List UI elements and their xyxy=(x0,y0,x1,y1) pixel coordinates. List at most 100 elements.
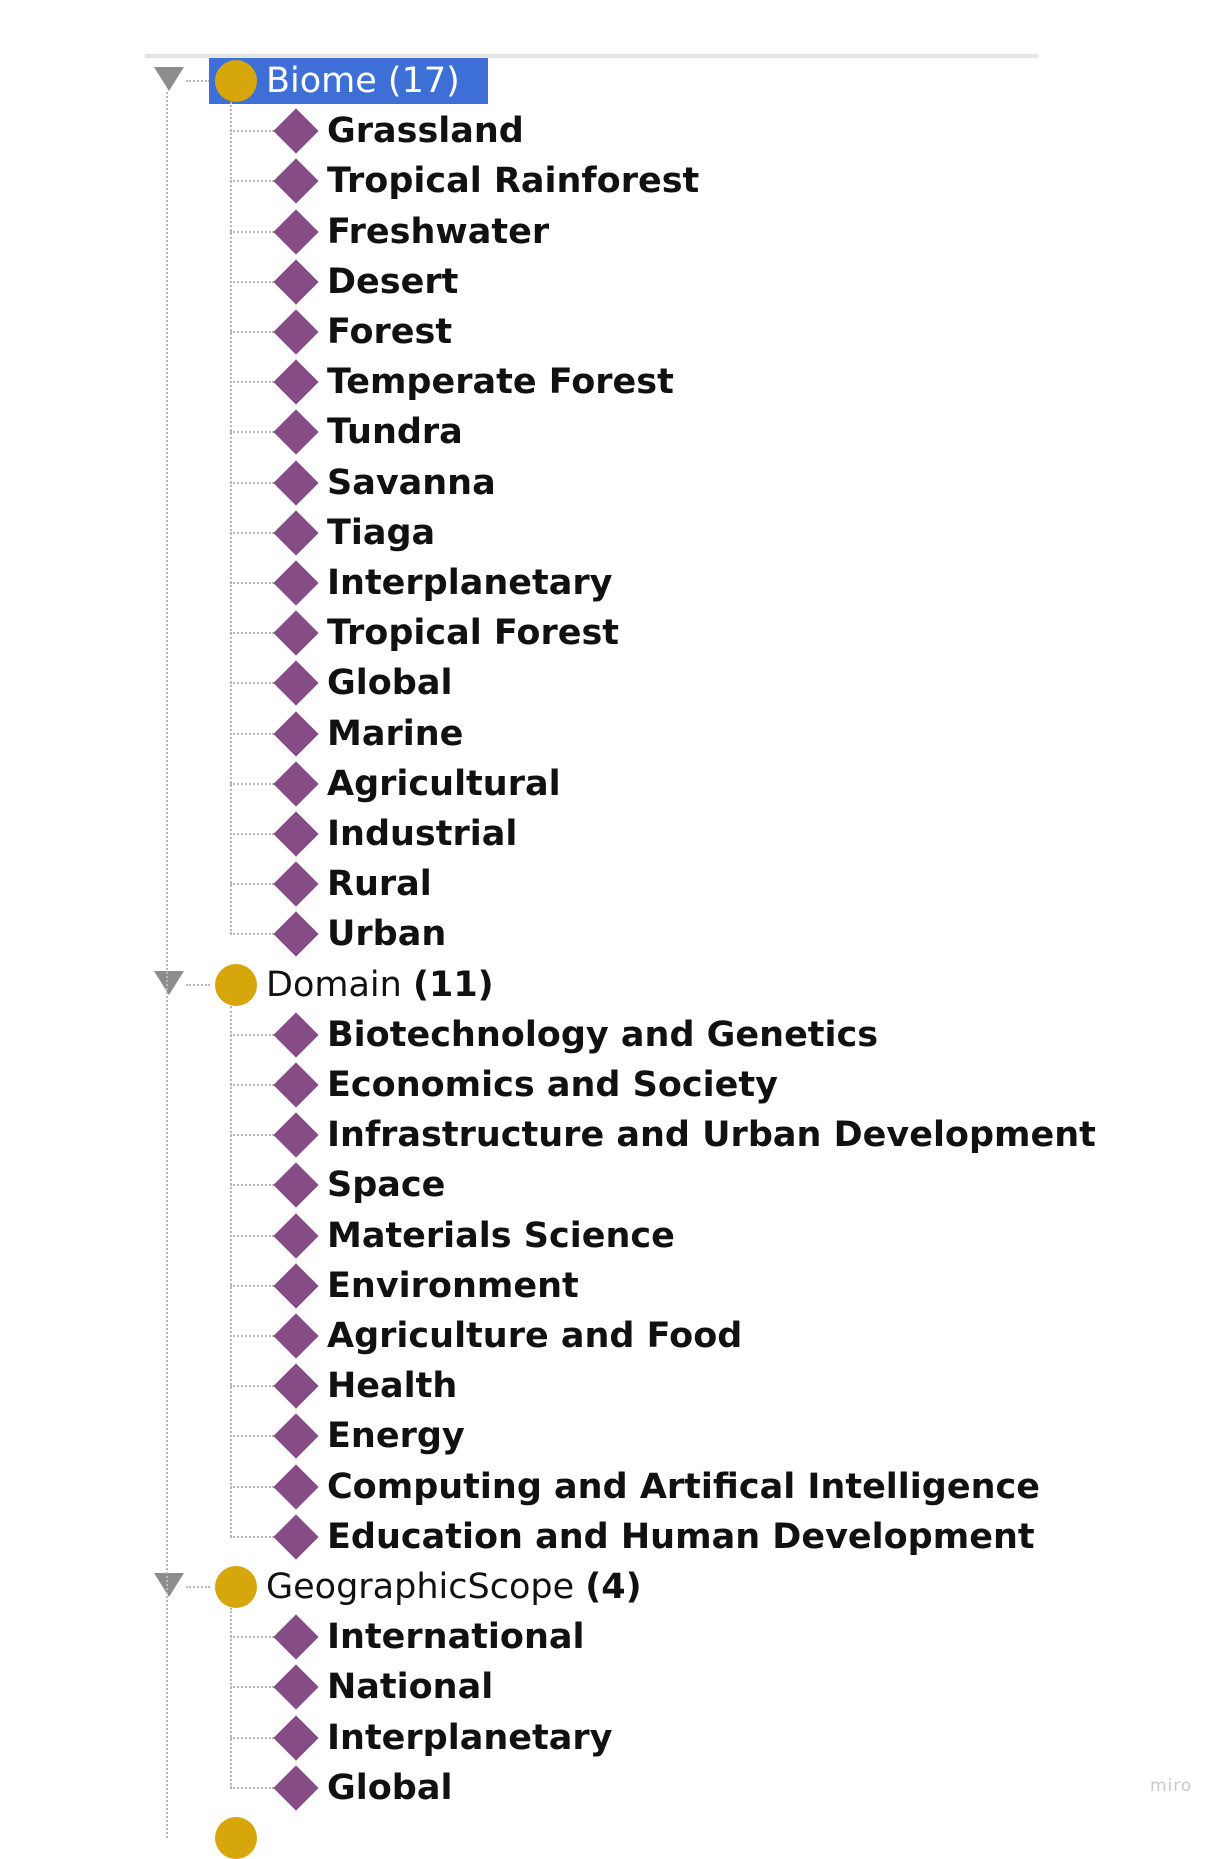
individual-row[interactable]: Freshwater xyxy=(0,207,1100,257)
tree-connector xyxy=(230,833,274,835)
individual-row[interactable]: Health xyxy=(0,1361,1100,1411)
individual-row[interactable]: Industrial xyxy=(0,809,1100,859)
individual-row[interactable]: Urban xyxy=(0,909,1100,959)
individual-row[interactable]: National xyxy=(0,1662,1100,1712)
individual-row[interactable]: Temperate Forest xyxy=(0,357,1100,407)
individual-label: Economics and Society xyxy=(327,1065,778,1105)
individual-diamond-icon xyxy=(273,1363,319,1409)
individual-diamond-icon xyxy=(273,1614,319,1660)
individual-row[interactable]: Savanna xyxy=(0,458,1100,508)
individual-row[interactable]: Interplanetary xyxy=(0,1713,1100,1763)
tree-connector xyxy=(230,1535,274,1538)
tree-connector xyxy=(230,883,274,886)
individual-row[interactable]: Rural xyxy=(0,859,1100,909)
individual-label: Computing and Artifical Intelligence xyxy=(327,1466,1040,1507)
individual-row[interactable]: Infrastructure and Urban Development xyxy=(0,1110,1100,1160)
individual-label: Biotechnology and Genetics xyxy=(327,1014,879,1055)
tree-connector xyxy=(230,1084,274,1086)
class-row[interactable]: Biome (17) xyxy=(0,56,1100,106)
individual-row[interactable]: Agriculture and Food xyxy=(0,1311,1100,1361)
individual-row[interactable]: Forest xyxy=(0,307,1100,357)
tree-connector xyxy=(230,1686,274,1689)
tree-connector xyxy=(186,983,210,986)
individual-row[interactable]: Global xyxy=(0,1763,1100,1813)
individual-row[interactable]: Agricultural xyxy=(0,759,1100,809)
individual-row[interactable]: Global xyxy=(0,658,1100,708)
class-label[interactable]: Domain (11) xyxy=(209,962,522,1008)
individual-label: Interplanetary xyxy=(327,1717,613,1758)
individual-diamond-icon xyxy=(273,1263,319,1309)
class-row[interactable]: GeographicScope (4) xyxy=(0,1562,1100,1612)
individual-label: Industrial xyxy=(327,814,518,854)
individual-label: National xyxy=(327,1667,494,1708)
individual-label: Materials Science xyxy=(327,1215,675,1256)
class-count: (4) xyxy=(585,1567,642,1607)
tree-connector xyxy=(230,1385,274,1388)
individual-row[interactable]: Economics and Society xyxy=(0,1060,1100,1110)
individual-label: Temperate Forest xyxy=(327,362,674,403)
individual-label: Interplanetary xyxy=(327,563,613,603)
individual-row[interactable]: Tundra xyxy=(0,407,1100,457)
individual-row[interactable]: Space xyxy=(0,1160,1100,1210)
individual-row[interactable]: Energy xyxy=(0,1411,1100,1461)
class-row[interactable]: Domain (11) xyxy=(0,960,1100,1010)
individual-label: Health xyxy=(327,1366,458,1407)
class-circle-icon xyxy=(215,1566,257,1608)
individual-label: Global xyxy=(327,663,453,704)
tree-connector xyxy=(186,80,210,82)
class-label[interactable]: GeographicScope (4) xyxy=(209,1564,670,1610)
individual-row[interactable]: Education and Human Development xyxy=(0,1512,1100,1562)
individual-row[interactable]: Biotechnology and Genetics xyxy=(0,1010,1100,1060)
expand-triangle-icon[interactable] xyxy=(154,67,184,91)
individual-diamond-icon xyxy=(273,861,319,907)
tree-connector xyxy=(230,1636,274,1639)
tree-branch-line xyxy=(230,1005,232,1537)
individual-diamond-icon xyxy=(273,259,319,305)
individual-row[interactable]: International xyxy=(0,1612,1100,1662)
tree-trunk-line xyxy=(166,92,168,1838)
tree-connector xyxy=(230,481,274,484)
individual-row[interactable]: Tropical Forest xyxy=(0,608,1100,658)
watermark: miro xyxy=(1150,1776,1193,1796)
individual-row[interactable]: Computing and Artifical Intelligence xyxy=(0,1462,1100,1512)
tree-connector xyxy=(230,381,274,384)
individual-diamond-icon xyxy=(273,309,319,355)
expand-triangle-icon[interactable] xyxy=(154,1573,184,1597)
class-circle-icon xyxy=(215,1817,257,1859)
individual-row[interactable]: Materials Science xyxy=(0,1211,1100,1261)
individual-diamond-icon xyxy=(273,158,319,205)
individual-row[interactable]: Marine xyxy=(0,709,1100,759)
individual-diamond-icon xyxy=(273,610,319,656)
individual-row[interactable]: Desert xyxy=(0,257,1100,307)
individual-row[interactable]: Tiaga xyxy=(0,508,1100,558)
tree-connector xyxy=(230,1033,274,1036)
class-circle-icon xyxy=(215,60,257,102)
individual-row[interactable]: Interplanetary xyxy=(0,558,1100,608)
individual-label: Tropical Forest xyxy=(327,613,620,654)
individual-diamond-icon xyxy=(273,1765,319,1811)
individual-label: Education and Human Development xyxy=(327,1516,1035,1557)
individual-diamond-icon xyxy=(273,510,319,556)
individual-label: Forest xyxy=(327,312,453,352)
tree-connector xyxy=(230,682,274,685)
individual-row[interactable]: Tropical Rainforest xyxy=(0,156,1100,206)
individual-row[interactable]: Grassland xyxy=(0,106,1100,156)
individual-diamond-icon xyxy=(273,1463,319,1510)
tree-connector xyxy=(230,280,274,283)
individual-row[interactable]: Environment xyxy=(0,1261,1100,1311)
tree-branch-line xyxy=(230,102,232,935)
tree-connector xyxy=(230,1435,274,1438)
individual-label: Grassland xyxy=(327,111,524,152)
individual-diamond-icon xyxy=(273,1062,319,1108)
tree-connector xyxy=(230,1335,274,1337)
tree-connector xyxy=(230,180,274,183)
expand-triangle-icon[interactable] xyxy=(154,970,184,995)
individual-diamond-icon xyxy=(273,660,319,707)
tree-connector xyxy=(230,130,274,133)
individual-diamond-icon xyxy=(273,1514,319,1560)
tree-connector xyxy=(230,1234,274,1237)
tree-connector xyxy=(230,1485,274,1488)
class-count: (17) xyxy=(387,61,460,101)
individual-label: Freshwater xyxy=(327,211,550,252)
class-count: (11) xyxy=(412,964,494,1005)
